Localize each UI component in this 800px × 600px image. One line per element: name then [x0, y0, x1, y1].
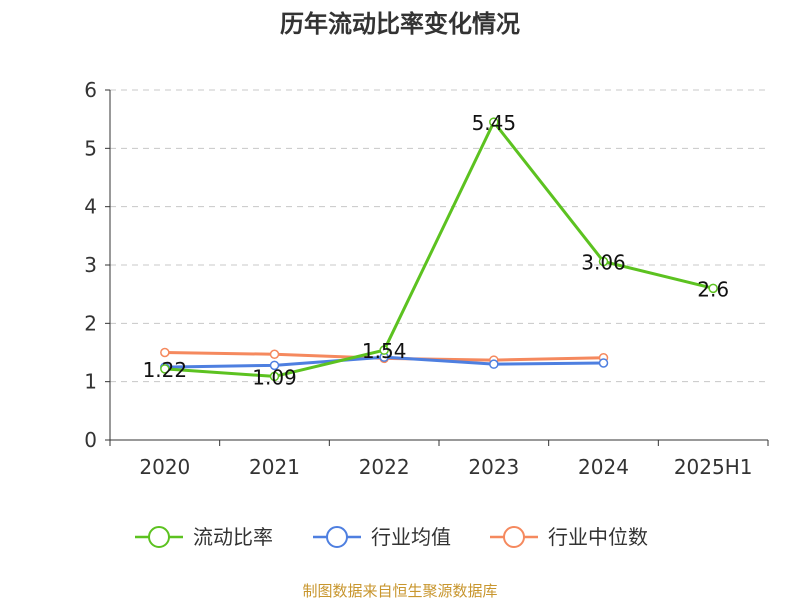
data-point [269, 360, 280, 371]
y-tick-label: 4 [84, 195, 97, 219]
legend: 流动比率 行业均值 行业中位数 [135, 525, 648, 549]
x-tick-label: 2024 [578, 455, 629, 479]
y-tick-label: 6 [84, 78, 97, 102]
data-point [160, 364, 170, 374]
legend-label: 行业均值 [371, 525, 451, 549]
axes: 0 1 2 3 4 5 6 2020 2021 2022 2023 2024 2025H1 [84, 78, 769, 479]
series-group [160, 117, 718, 382]
data-label: 1.22 [143, 358, 188, 382]
source-note: 制图数据来自恒生聚源数据库 [302, 582, 497, 600]
data-point [598, 358, 609, 368]
series-line [164, 120, 714, 378]
x-tick-label: 2022 [359, 455, 410, 479]
y-tick-label: 5 [84, 136, 97, 160]
legend-swatch-marker [503, 526, 525, 548]
y-tick-label: 2 [84, 311, 97, 335]
data-point [489, 117, 499, 127]
y-tick-label: 3 [84, 253, 97, 277]
legend-item: 行业中位数 [490, 525, 648, 549]
data-label: 2.6 [697, 277, 729, 301]
x-tick-label: 2023 [468, 455, 519, 479]
data-point [269, 371, 280, 382]
series-0 [160, 117, 718, 382]
data-label: 1.54 [362, 339, 407, 363]
y-tick-label: 1 [84, 370, 97, 394]
data-label: 3.06 [581, 251, 626, 275]
legend-label: 行业中位数 [548, 525, 648, 549]
data-point [269, 349, 280, 359]
legend-item: 行业均值 [313, 525, 451, 549]
legend-item: 流动比率 [135, 525, 273, 549]
x-tick-label: 2021 [249, 455, 300, 479]
y-tick-label: 0 [84, 428, 97, 452]
data-label: 5.45 [472, 111, 517, 135]
data-point [708, 283, 718, 294]
data-point [379, 345, 389, 355]
data-label: 1.09 [252, 365, 297, 389]
legend-swatch-marker [148, 526, 170, 548]
x-tick-label: 2020 [139, 455, 190, 479]
data-point [598, 256, 609, 267]
data-point [489, 359, 499, 369]
data-point [160, 347, 170, 358]
data-labels: 1.22 1.09 1.54 5.45 3.06 2.6 [143, 111, 730, 389]
chart-title: 历年流动比率变化情况 [280, 10, 520, 38]
x-tick-label: 2025H1 [674, 455, 753, 479]
legend-label: 流动比率 [193, 525, 273, 549]
legend-swatch-marker [326, 526, 348, 548]
